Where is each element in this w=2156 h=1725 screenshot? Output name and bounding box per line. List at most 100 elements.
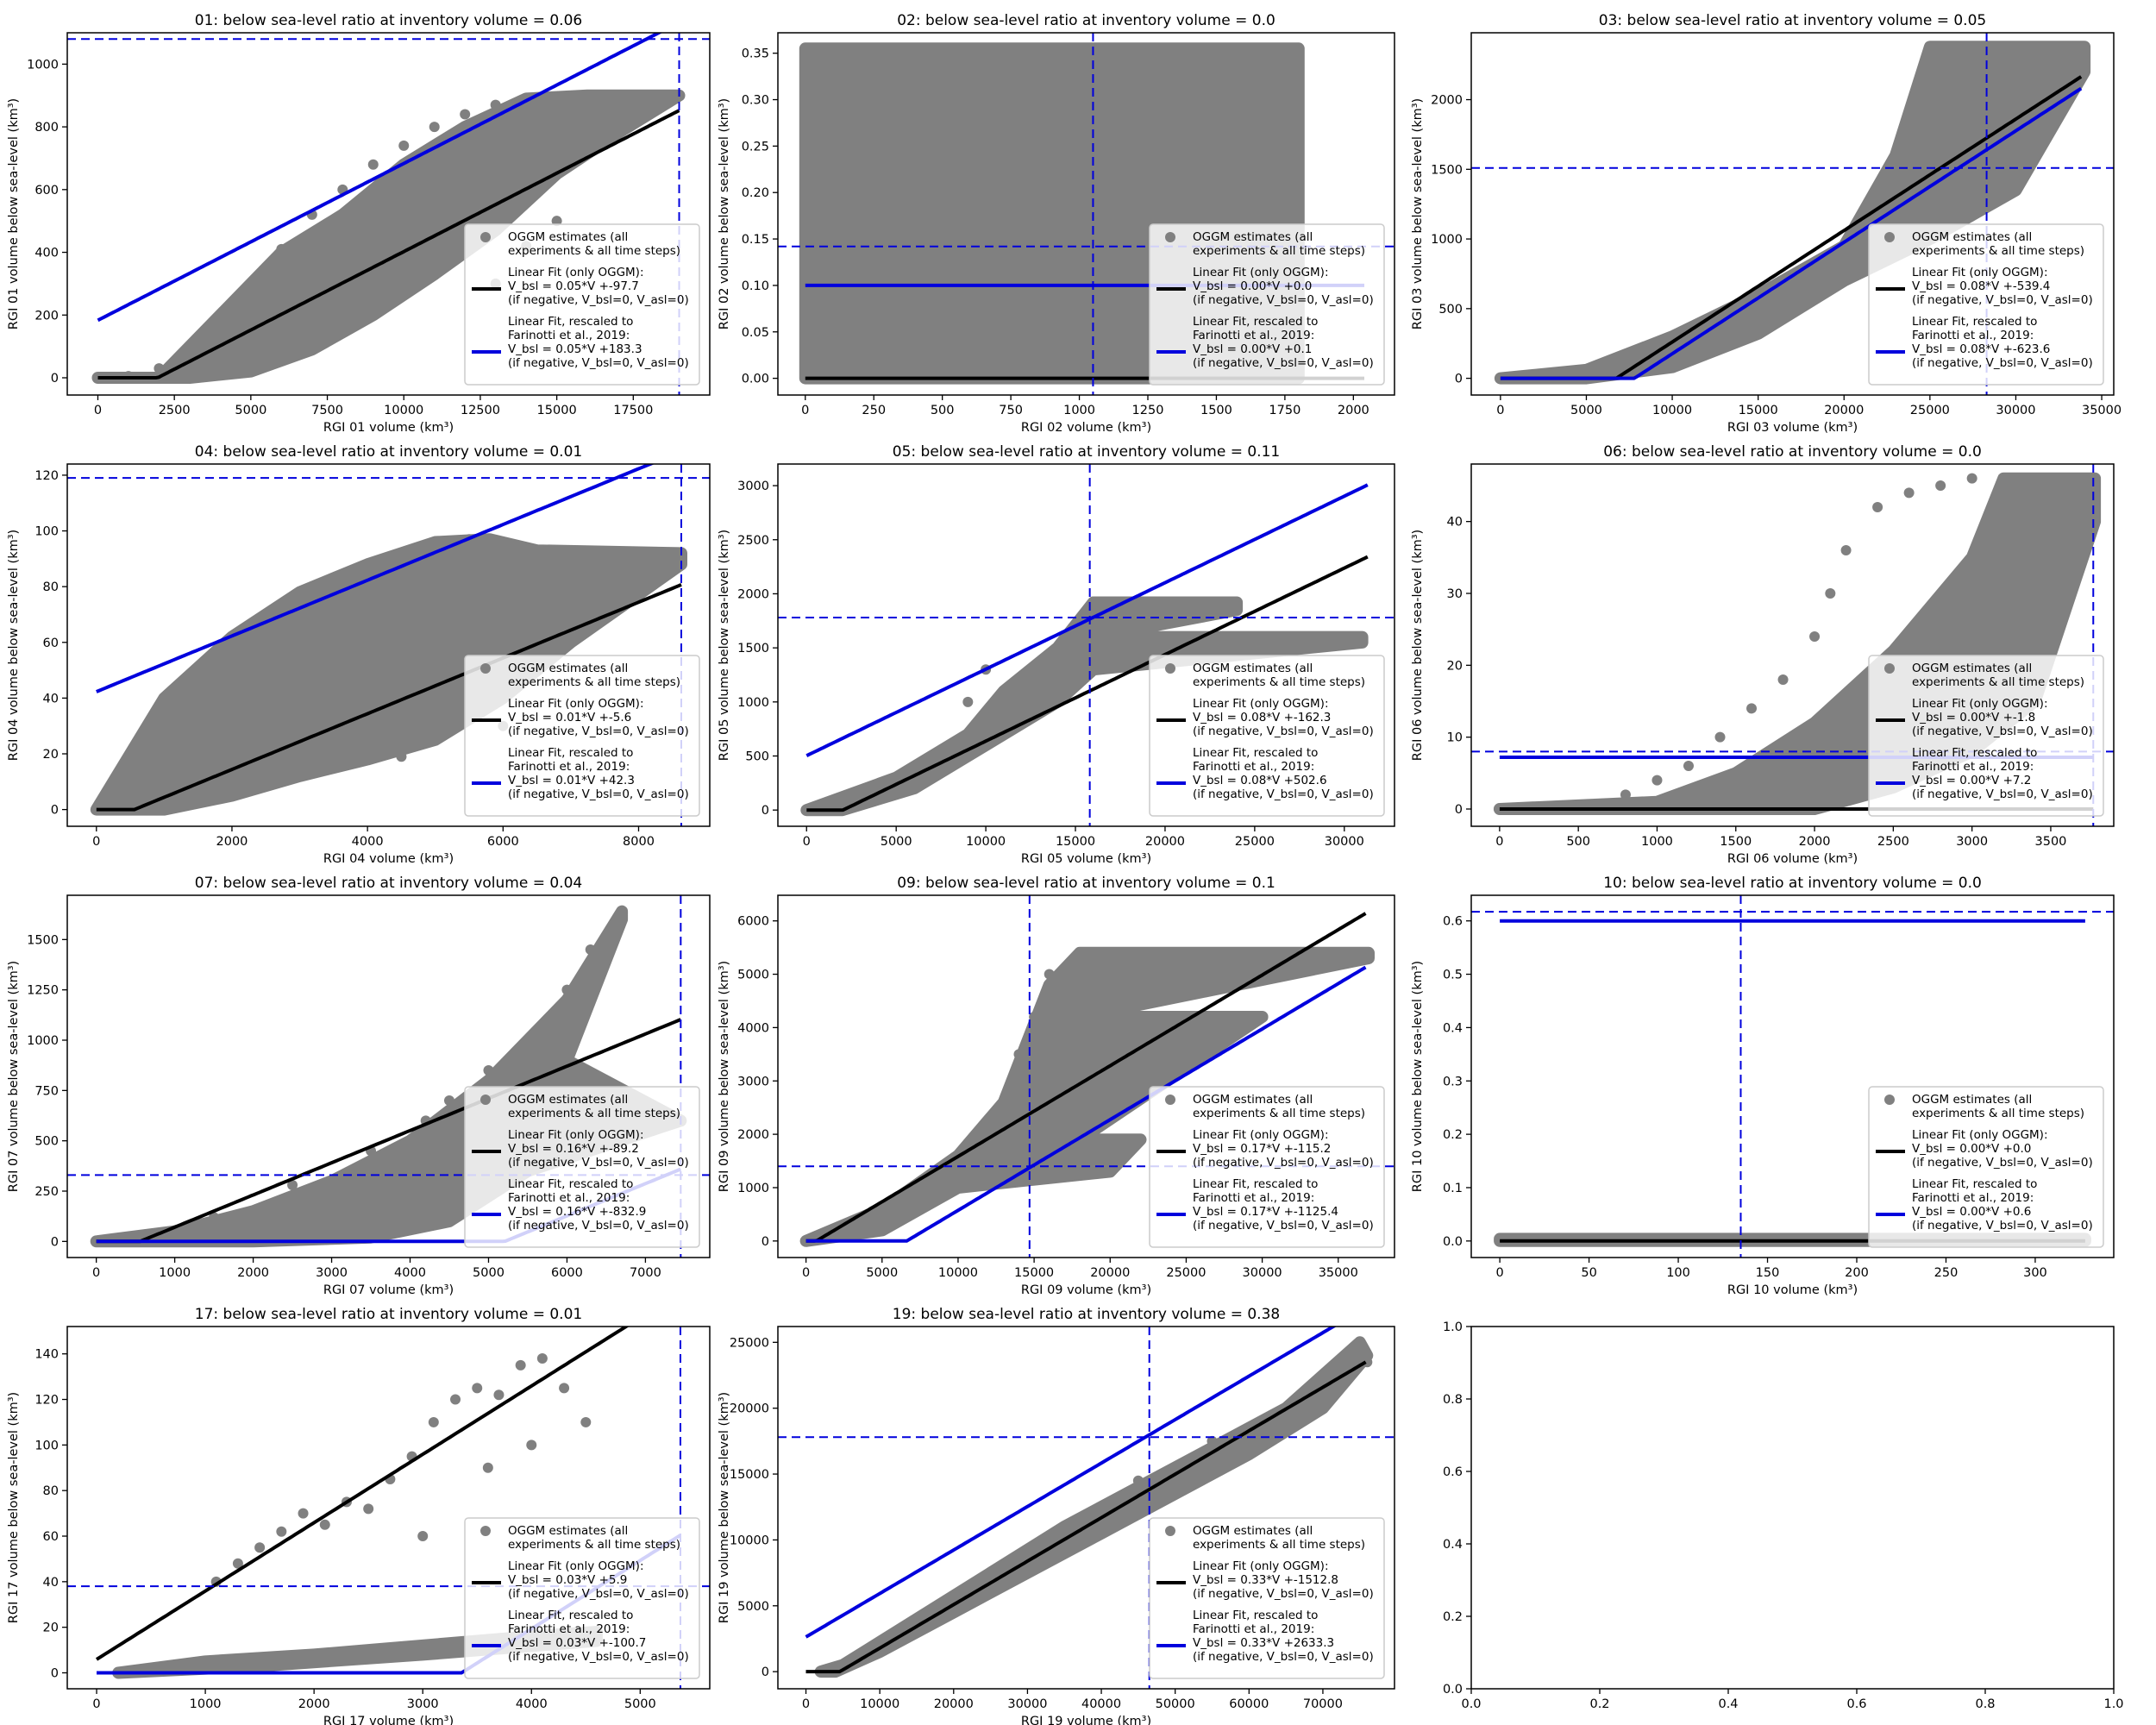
y-tick-label: 100 (34, 525, 59, 539)
y-tick-label: 0 (51, 1235, 59, 1249)
y-tick-label: 0.15 (742, 233, 769, 247)
y-tick-label: 2500 (737, 534, 769, 548)
linear-fit-line (97, 109, 680, 380)
legend-box (1149, 223, 1385, 386)
oggm-point (1873, 191, 1884, 203)
legend-scatter-label: experiments & all time steps) (508, 244, 680, 258)
y-tick-label: 20000 (730, 1402, 769, 1416)
oggm-point (396, 751, 407, 762)
y-tick-label: 1500 (27, 933, 59, 947)
legend-fit-note: (if negative, V_bsl=0, V_asl=0) (1193, 293, 1374, 307)
oggm-point (962, 696, 974, 707)
legend-fit-note: (if negative, V_bsl=0, V_asl=0) (1912, 293, 2093, 307)
axes-frame (66, 32, 711, 396)
oggm-point (1257, 1012, 1268, 1023)
oggm-point (1714, 731, 1726, 743)
oggm-point (1825, 588, 1836, 599)
legend-scatter-marker (1165, 232, 1175, 242)
oggm-point (937, 261, 948, 273)
y-tick-label: 5000 (737, 969, 769, 982)
y-tick-label: 2000 (1431, 94, 1463, 108)
legend-fit-note: (if negative, V_bsl=0, V_asl=0) (1193, 1587, 1374, 1601)
legend-box (1149, 1086, 1385, 1248)
oggm-point (1013, 1049, 1025, 1060)
oggm-point (1249, 631, 1260, 643)
oggm-point (1060, 187, 1071, 198)
legend-fit-equation: V_bsl = 0.00*V +-1.8 (1912, 711, 2035, 724)
oggm-point (1032, 131, 1044, 142)
y-tick-label: 20 (43, 748, 59, 762)
oggm-point (490, 99, 501, 110)
oggm-point (526, 1440, 537, 1451)
oggm-point (1840, 545, 1852, 555)
linear-fit-line (96, 1018, 682, 1244)
y-axis-label: RGI 09 volume below sea-level (km³) (718, 961, 731, 1192)
legend-rescaled-equation: V_bsl = 0.08*V +502.6 (1193, 774, 1327, 787)
oggm-point (92, 373, 103, 383)
legend-fit-label: Linear Fit (only OGGM): (1193, 266, 1329, 279)
oggm-point (1087, 597, 1099, 608)
oggm-point (1293, 43, 1304, 54)
x-tick-label: 750 (999, 404, 1023, 417)
oggm-point (1029, 1012, 1040, 1023)
legend-fit-note: (if negative, V_bsl=0, V_asl=0) (1193, 1156, 1374, 1170)
legend-scatter-label: OGGM estimates (all (1193, 230, 1313, 244)
oggm-point (417, 1531, 429, 1542)
oggm-point (1976, 41, 1987, 53)
y-tick-label: 750 (34, 1084, 59, 1098)
oggm-point (429, 262, 440, 273)
x-tick-label: 15000 (1056, 835, 1095, 849)
legend-rescaled-note: (if negative, V_bsl=0, V_asl=0) (508, 1650, 689, 1664)
legend-fit-label: Linear Fit (only OGGM): (508, 697, 644, 711)
oggm-point (1317, 1389, 1328, 1401)
legend-scatter-label: OGGM estimates (all (1912, 230, 2032, 244)
oggm-point (1206, 1435, 1218, 1446)
legend-fit-note: (if negative, V_bsl=0, V_asl=0) (1912, 724, 2093, 738)
x-tick-label: 20000 (1824, 404, 1864, 417)
x-tick-label: 35000 (2082, 404, 2122, 417)
y-tick-label: 0 (1455, 373, 1463, 386)
legend-scatter-marker (1884, 232, 1895, 242)
chart-title: 06: below sea-level ratio at inventory v… (1603, 443, 1982, 461)
legend-box (1149, 1517, 1385, 1679)
legend-fit-equation: V_bsl = 0.00*V +0.0 (1193, 279, 1312, 293)
y-tick-label: 0.3 (1443, 1075, 1463, 1088)
legend-rescaled-note: (if negative, V_bsl=0, V_asl=0) (1912, 356, 2093, 370)
legend-scatter-label: experiments & all time steps) (1193, 1538, 1365, 1552)
oggm-point (827, 187, 838, 198)
x-tick-label: 2000 (216, 835, 248, 849)
y-tick-label: 0 (51, 804, 59, 818)
rescaled-fit-line (1500, 86, 2083, 380)
legend-rescaled-equation: V_bsl = 0.03*V +-100.7 (508, 1636, 646, 1650)
legend-rescaled-label: Farinotti et al., 2019: (1912, 760, 2034, 774)
x-tick-label: 10000 (966, 835, 1006, 849)
y-tick-label: 40 (1447, 516, 1463, 530)
x-tick-label: 300 (2023, 1266, 2047, 1280)
y-tick-label: 1000 (27, 58, 59, 72)
oggm-point (1132, 1475, 1144, 1486)
y-axis-label: RGI 02 volume below sea-level (km³) (718, 98, 731, 329)
oggm-point (482, 1462, 493, 1473)
y-tick-label: 120 (34, 469, 59, 483)
y-tick-label: 0.05 (742, 326, 769, 340)
y-tick-label: 30 (1447, 587, 1463, 601)
x-tick-label: 20000 (1090, 1266, 1130, 1280)
oggm-point (396, 650, 407, 662)
oggm-point (1683, 761, 1694, 771)
oggm-point (998, 696, 1009, 707)
y-tick-label: 0 (51, 372, 59, 386)
legend-fit-label: Linear Fit (only OGGM): (1912, 266, 2048, 279)
oggm-point (215, 310, 226, 321)
oggm-point (2028, 46, 2039, 56)
oggm-point (551, 216, 562, 227)
oggm-point (2071, 66, 2082, 78)
y-axis-label: RGI 19 volume below sea-level (km³) (718, 1392, 731, 1623)
oggm-point (1169, 168, 1181, 179)
legend-rescaled-note: (if negative, V_bsl=0, V_asl=0) (1193, 1219, 1374, 1233)
legend-rescaled-label: Farinotti et al., 2019: (1193, 1622, 1314, 1636)
legend-rescaled-label: Farinotti et al., 2019: (508, 329, 630, 342)
